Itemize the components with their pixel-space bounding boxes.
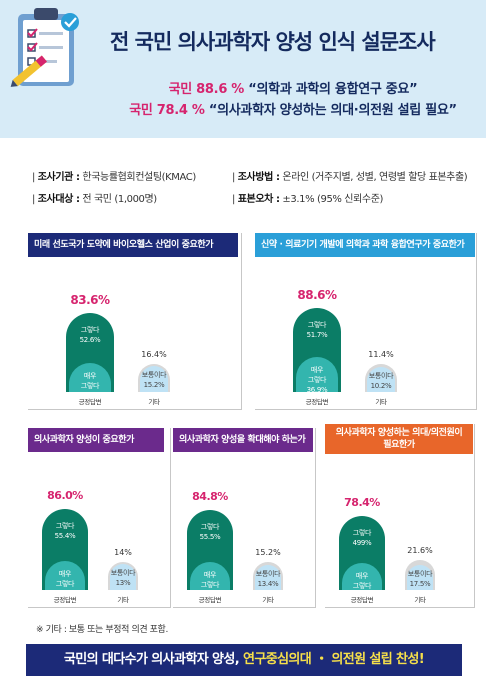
axis-label-positive: 긍정답변 [198,596,222,604]
chart-frame [173,428,316,608]
headline-1-pct: 국민 88.6 % [168,82,245,97]
header-banner: 전 국민 의사과학자 양성 인식 설문조사 국민 88.6 % “의학과 과학의… [0,0,486,138]
chart-total-label-positive: 83.6% [70,293,110,308]
bar-agree-label: 그렇다 55.5% [199,522,221,541]
survey-agency: | 조사기관 : 한국능률협회컨설팅(KMAC) [32,172,196,183]
bar-neutral-label: 보통이다 10.2% [368,371,394,390]
chart-frame [28,428,171,608]
chart-title: 의사과학자 양성이 중요한가 [28,428,164,452]
chart-total-label-positive: 86.0% [47,488,83,502]
survey-target: | 조사대상 : 전 국민 (1,000명) [32,194,157,205]
bar-neutral-label: 보통이다 15.2% [141,371,167,390]
axis-label-other: 기타 [148,398,160,406]
headline-2-pct: 국민 78.4 % [129,103,205,118]
chart-total-label-other: 14% [114,548,132,557]
axis-label-other: 기타 [375,398,387,406]
bar-neutral [407,565,433,590]
axis-label-positive: 긍정답변 [78,398,102,406]
bar-agree-label: 그렇다 51.7% [306,321,328,340]
bar-neutral-label: 보통이다 13.4% [255,570,281,589]
bar-strongly-agree-label: 매우 그렇다 31% [80,371,100,400]
chart-total-label-positive: 88.6% [297,288,337,303]
bar-strongly-agree-label: 매우 그렇다 36.9% [306,366,328,395]
chart-frame [325,424,475,608]
bar-agree-label: 그렇다 55.4% [54,521,76,540]
axis-label-other: 기타 [262,596,274,604]
bar-neutral [140,366,168,392]
bar-agree-label: 그렇다 52.6% [79,326,101,345]
axis-label-other: 기타 [117,596,129,604]
clipboard-survey-icon [10,8,79,87]
bar-neutral [255,565,281,590]
bar-agree-label: 그렇다 499% [352,529,372,548]
bar-strongly-agree [342,563,382,590]
chart-title: 신약 · 의료기기 개발에 의학과 과학 융합연구가 중요한가 [255,233,475,257]
axis-label-positive: 긍정답변 [350,596,374,604]
chart-frame [255,233,477,410]
bar-neutral [110,564,136,590]
headline-1-text: “의학과 과학의 융합연구 중요” [248,82,418,97]
chart-total-label-other: 15.2% [255,548,281,557]
chart-total-label-other: 21.6% [407,545,433,555]
bar-strongly-agree [45,561,85,590]
bar-strongly-agree [296,357,338,392]
headline-1: 국민 88.6 % “의학과 과학의 융합연구 중요” [100,78,486,97]
bar-strongly-agree [190,562,230,590]
banner-text-2: 연구중심의대 ・ 의전원 설립 찬성! [242,652,425,667]
chart-frame [28,233,242,410]
conclusion-banner: 국민의 대다수가 의사과학자 양성, 연구중심의대 ・ 의전원 설립 찬성! [26,644,462,676]
axis-label-other: 기타 [414,596,426,604]
footnote: ※ 기타 : 보통 또는 부정적 의견 포함. [36,625,168,635]
headline-2: 국민 78.4 % “의사과학자 양성하는 의대·의전원 설립 필요” [100,99,486,118]
survey-method: | 조사방법 : 온라인 (거주지별, 성별, 연령별 할당 표본추출) [232,172,468,183]
bar-neutral-label: 보통이다 17.5% [407,570,433,589]
chart-title: 미래 선도국가 도약에 바이오헬스 산업이 중요한가 [28,233,238,257]
bar-strongly-agree [69,362,111,392]
axis-label-positive: 긍정답변 [305,398,329,406]
headline-2-text: “의사과학자 양성하는 의대·의전원 설립 필요” [208,103,457,118]
chart-total-label-positive: 78.4% [344,496,380,510]
banner-text-1: 국민의 대다수가 의사과학자 양성, [63,652,243,667]
page-title: 전 국민 의사과학자 양성 인식 설문조사 [110,30,436,54]
axis-label-positive: 긍정답변 [53,596,77,604]
bar-neutral-label: 보통이다 13% [110,569,136,587]
bar-strongly-agree-label: 매우 그렇다 30.6% [54,570,76,599]
chart-total-label-positive: 84.8% [192,489,228,503]
survey-error: | 표본오차 : ±3.1% (95% 신뢰수준) [232,194,383,205]
chart-title: 의사과학자 양성하는 의대/의전원이 필요한가 [325,424,473,454]
chart-total-label-other: 16.4% [141,350,167,359]
chart-title: 의사과학자 양성을 확대해야 하는가 [173,428,313,452]
bar-strongly-agree-label: 매우 그렇다 29.3% [199,571,221,600]
chart-total-label-other: 11.4% [368,350,394,359]
bar-strongly-agree-label: 매우 그렇다 28.5% [351,572,373,601]
bar-neutral [367,366,395,392]
